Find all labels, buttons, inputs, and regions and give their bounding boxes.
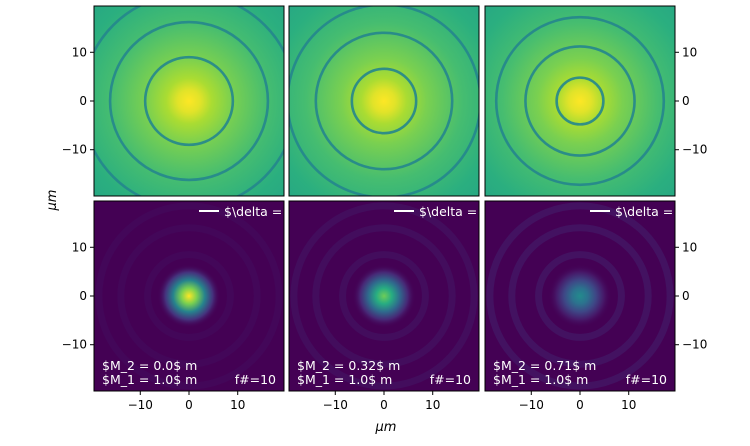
bottom-panel-3-core bbox=[548, 264, 612, 328]
y-tick-label-right: 0 bbox=[682, 94, 690, 108]
top-panel-1-ring-1 bbox=[143, 55, 235, 147]
y-axis-label: μm bbox=[45, 190, 60, 212]
m1-label-2: $M_1 = 1.0$ m bbox=[297, 372, 392, 387]
bottom-panel-2-core bbox=[352, 264, 416, 328]
top-panel-2-ring-2 bbox=[314, 31, 454, 171]
bottom-panel-2-ring-3 bbox=[290, 202, 478, 390]
x-tick-label: 10 bbox=[621, 398, 636, 412]
y-tick-label-right: 10 bbox=[682, 240, 697, 254]
fnumber-label-3: f#=10 bbox=[626, 372, 667, 387]
fnumber-label-2: f#=10 bbox=[430, 372, 471, 387]
panels: $\delta = 0.1''$$M_2 = 0.0$ m$M_1 = 1.0$… bbox=[93, 5, 712, 392]
y-tick-label-left: 0 bbox=[79, 289, 87, 303]
fnumber-label-1: f#=10 bbox=[235, 372, 276, 387]
m1-label-1: $M_1 = 1.0$ m bbox=[102, 372, 197, 387]
y-tick-label-left: −10 bbox=[62, 143, 87, 157]
top-panel-3-ring-3 bbox=[494, 15, 666, 187]
bottom-panel-1-ring-1 bbox=[144, 251, 234, 341]
bottom-panel-3-ring-3 bbox=[486, 202, 674, 390]
y-tick-label-right: −10 bbox=[682, 338, 707, 352]
x-tick-label: 0 bbox=[380, 398, 388, 412]
top-panel-2-image bbox=[289, 6, 479, 196]
top-panel-2-frame bbox=[288, 5, 480, 197]
bottom-panel-3-ring-2 bbox=[508, 224, 652, 368]
x-axis-label: μm bbox=[375, 420, 397, 435]
x-tick-label: −10 bbox=[519, 398, 544, 412]
top-panel-1-ring-2 bbox=[108, 20, 270, 182]
bottom-panel-3-ring-1 bbox=[535, 251, 625, 341]
top-panel-3-image bbox=[485, 6, 675, 196]
bottom-panel-2-ring-1 bbox=[339, 251, 429, 341]
x-tick-label: 10 bbox=[425, 398, 440, 412]
bottom-panel-2-ring-2 bbox=[312, 224, 456, 368]
x-tick-label: −10 bbox=[128, 398, 153, 412]
y-tick-label-left: 0 bbox=[79, 94, 87, 108]
m1-label-3: $M_1 = 1.0$ m bbox=[493, 372, 588, 387]
m2-label-3: $M_2 = 0.71$ m bbox=[493, 358, 596, 373]
top-panel-3-ring-2 bbox=[524, 45, 636, 157]
x-tick-label: 0 bbox=[185, 398, 193, 412]
axis-ticks: −10 0 10 −10 0 10 −10 0 10 10 10 0 0 −10 −10 10 10 0 0 −10 −… bbox=[62, 45, 708, 412]
m2-label-1: $M_2 = 0.0$ m bbox=[102, 358, 197, 373]
y-tick-label-right: −10 bbox=[682, 143, 707, 157]
bottom-panel-1-ring-2 bbox=[117, 224, 261, 368]
top-panel-1-image bbox=[94, 6, 284, 196]
top-panel-2-ring-1 bbox=[350, 67, 418, 135]
x-tick-label: −10 bbox=[323, 398, 348, 412]
m2-label-2: $M_2 = 0.32$ m bbox=[297, 358, 400, 373]
y-tick-label-left: 10 bbox=[72, 240, 87, 254]
y-tick-label-right: 10 bbox=[682, 45, 697, 59]
bottom-panel-1-ring-3 bbox=[95, 202, 283, 390]
y-tick-label-left: −10 bbox=[62, 338, 87, 352]
top-panel-3-ring-1 bbox=[555, 76, 605, 126]
x-tick-label: 10 bbox=[230, 398, 245, 412]
y-tick-label-left: 10 bbox=[72, 45, 87, 59]
bottom-panel-1-core bbox=[157, 264, 221, 328]
x-tick-label: 0 bbox=[576, 398, 584, 412]
scale-bar-label-3: $\delta = 0.1''$ bbox=[615, 204, 712, 219]
y-tick-label-right: 0 bbox=[682, 289, 690, 303]
